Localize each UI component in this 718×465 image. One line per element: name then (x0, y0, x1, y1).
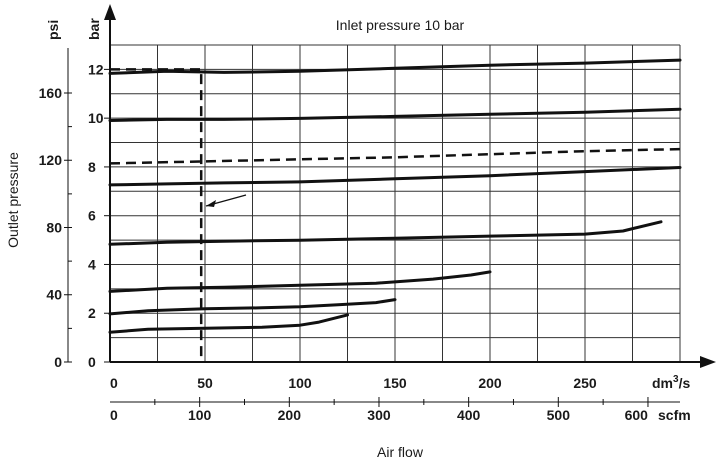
y-tick-label-bar: 6 (88, 208, 96, 224)
x-tick-label-scfm: 400 (457, 407, 481, 423)
pressure-curve (108, 298, 397, 316)
x-tick-label-dm3s: 150 (383, 375, 407, 391)
x-tick-label-dm3s: 100 (288, 375, 312, 391)
pressure-curve (108, 166, 682, 187)
pressure-curve (108, 220, 663, 246)
x-tick-label-dm3s: 200 (478, 375, 502, 391)
x-tick-label-scfm: 600 (625, 407, 649, 423)
y-tick-label-bar: 12 (88, 61, 104, 77)
y-tick-label-psi: 40 (46, 287, 62, 303)
y-tick-label-psi: 120 (39, 152, 63, 168)
pressure-curve (108, 270, 492, 293)
pressure-curves (108, 58, 682, 334)
chart-title: Inlet pressure 10 bar (336, 17, 465, 33)
x-axis-arrow (700, 356, 716, 368)
x-tick-label-scfm: 300 (367, 407, 391, 423)
x-tick-label-scfm: 100 (188, 407, 212, 423)
x-unit-scfm: scfm (658, 407, 691, 423)
x-tick-label-dm3s: 0 (110, 375, 118, 391)
y-axis-arrow (104, 4, 116, 20)
y-tick-label-bar: 4 (88, 256, 96, 272)
y-tick-label-psi: 80 (46, 219, 62, 235)
x-tick-label-dm3s: 250 (573, 375, 597, 391)
x-axis-label: Air flow (377, 444, 424, 460)
x-tick-label-dm3s: 50 (197, 375, 213, 391)
y-tick-label-bar: 0 (88, 354, 96, 370)
example-annotation (110, 68, 247, 362)
y-tick-label-bar: 10 (88, 110, 104, 126)
grid-lines (109, 44, 681, 363)
y-axis-label: Outlet pressure (5, 152, 21, 248)
y-unit-psi: psi (45, 20, 61, 40)
x-tick-label-scfm: 0 (110, 407, 118, 423)
x-tick-label-scfm: 500 (547, 407, 571, 423)
pressure-curve (108, 107, 682, 122)
axes (67, 4, 716, 403)
y-tick-label-bar: 8 (88, 159, 96, 175)
x-tick-label-scfm: 200 (278, 407, 302, 423)
y-tick-label-bar: 2 (88, 305, 96, 321)
y-tick-label-psi: 0 (54, 354, 62, 370)
pressure-curve (108, 313, 349, 334)
y-unit-bar: bar (86, 18, 102, 40)
x-unit-dm3s: dm3/s (652, 374, 690, 391)
y-tick-label-psi: 160 (39, 85, 63, 101)
pressure-curve (108, 58, 682, 75)
example-arrow-head (206, 200, 216, 207)
